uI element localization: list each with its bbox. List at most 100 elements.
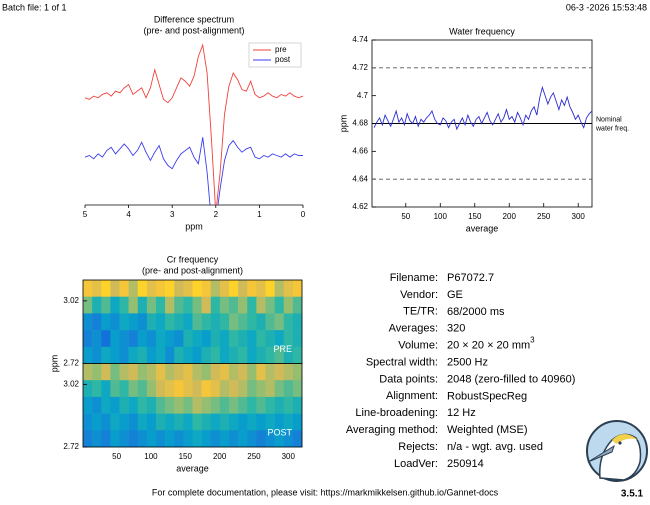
legend-box <box>248 42 302 68</box>
chart-title: Water frequency <box>449 26 515 36</box>
panel-frame <box>82 363 303 448</box>
y-tick-label: 4.72 <box>352 63 368 72</box>
heat-cell <box>201 396 212 414</box>
info-value: n/a - wgt. avg. used <box>447 441 543 453</box>
heat-cell <box>256 313 266 331</box>
info-value-text: P67072.7 <box>447 272 494 284</box>
heat-cell <box>274 363 285 381</box>
heat-cell <box>146 413 157 431</box>
x-tick-label: 2 <box>214 210 219 219</box>
y-tick-label: 3.02 <box>63 296 79 305</box>
heat-cell <box>174 330 184 348</box>
x-axis-label: average <box>176 463 209 473</box>
x-tick-label: 150 <box>179 452 193 461</box>
heat-cell <box>101 313 111 331</box>
heat-cell <box>110 430 120 448</box>
heat-cell <box>192 363 202 381</box>
heat-cell <box>119 313 129 331</box>
heat-cell <box>238 330 248 348</box>
heat-cell <box>101 430 111 448</box>
heat-cell <box>110 296 120 314</box>
heat-cell <box>83 363 93 381</box>
batch-label: Batch file: 1 of 1 <box>2 2 67 12</box>
gannet-logo <box>586 420 648 482</box>
heat-cell <box>247 430 257 448</box>
x-tick-label: 50 <box>401 212 410 221</box>
info-value-text: 320 <box>447 323 465 335</box>
heat-cell <box>146 313 157 331</box>
heat-cell <box>174 380 184 398</box>
x-tick-label: 150 <box>468 212 482 221</box>
heat-cell <box>92 346 102 364</box>
heat-cell <box>292 296 303 314</box>
heat-cell <box>292 330 303 348</box>
heat-cell <box>110 396 120 414</box>
y-tick-label: 4.74 <box>352 35 368 44</box>
heat-cell <box>219 330 230 348</box>
heat-cell <box>292 363 303 381</box>
heat-cell <box>274 380 285 398</box>
heat-cell <box>229 380 239 398</box>
heat-cell <box>238 363 248 381</box>
heat-cell <box>165 280 175 297</box>
chart-subtitle: (pre- and post-alignment) <box>142 265 243 275</box>
heat-cell <box>192 413 202 431</box>
heat-cell <box>137 313 148 331</box>
heat-cell <box>229 363 239 381</box>
heat-cell <box>256 296 266 314</box>
heat-cell <box>256 380 266 398</box>
x-tick-label: 100 <box>144 452 158 461</box>
heat-cell <box>137 280 148 297</box>
heat-cell <box>256 396 266 414</box>
timestamp: 06-3 -2026 15:53:48 <box>566 2 647 12</box>
logo-cap <box>612 434 638 444</box>
heat-cell <box>165 396 175 414</box>
heat-cell <box>137 380 148 398</box>
heat-cell <box>146 296 157 314</box>
heat-cell <box>110 346 120 364</box>
x-tick-label: 4 <box>126 210 131 219</box>
heat-cell <box>274 413 285 431</box>
heat-cell <box>192 346 202 364</box>
heat-cell <box>265 296 275 314</box>
heat-cell <box>92 280 102 297</box>
heat-cell <box>119 430 129 448</box>
heat-cell <box>92 380 102 398</box>
heat-cell <box>219 363 230 381</box>
series-line <box>85 137 303 205</box>
heat-cell <box>101 363 111 381</box>
heat-cell <box>101 330 111 348</box>
heat-cell <box>83 346 93 364</box>
info-label: Averages: <box>389 323 438 335</box>
chart-title: Difference spectrum <box>154 14 234 24</box>
info-value: GE <box>447 289 463 301</box>
heat-cell <box>165 296 175 314</box>
heat-cell <box>229 330 239 348</box>
heat-cell <box>146 280 157 297</box>
heat-cell <box>229 313 239 331</box>
heat-cell <box>146 396 157 414</box>
heat-cell <box>265 396 275 414</box>
heat-cell <box>201 280 212 297</box>
heat-cell <box>292 280 303 297</box>
heat-cell <box>219 396 230 414</box>
heat-cell <box>201 380 212 398</box>
heat-cell <box>183 296 193 314</box>
legend-label: pre <box>275 45 287 54</box>
info-label: TE/TR: <box>403 306 438 318</box>
heat-cell <box>210 330 221 348</box>
heat-cell <box>192 330 202 348</box>
heat-cell <box>92 296 102 314</box>
heat-cell <box>292 430 303 448</box>
heat-cell <box>174 413 184 431</box>
heat-cell <box>256 280 266 297</box>
heat-cell <box>238 346 248 364</box>
heat-cell <box>292 396 303 414</box>
heat-cell <box>210 346 221 364</box>
heat-cell <box>256 363 266 381</box>
info-value-text: 2500 Hz <box>447 356 488 368</box>
x-tick-label: 3 <box>170 210 175 219</box>
x-tick-label: 1 <box>257 210 262 219</box>
heat-cell <box>274 296 285 314</box>
chart-title: Cr frequency <box>167 254 219 264</box>
